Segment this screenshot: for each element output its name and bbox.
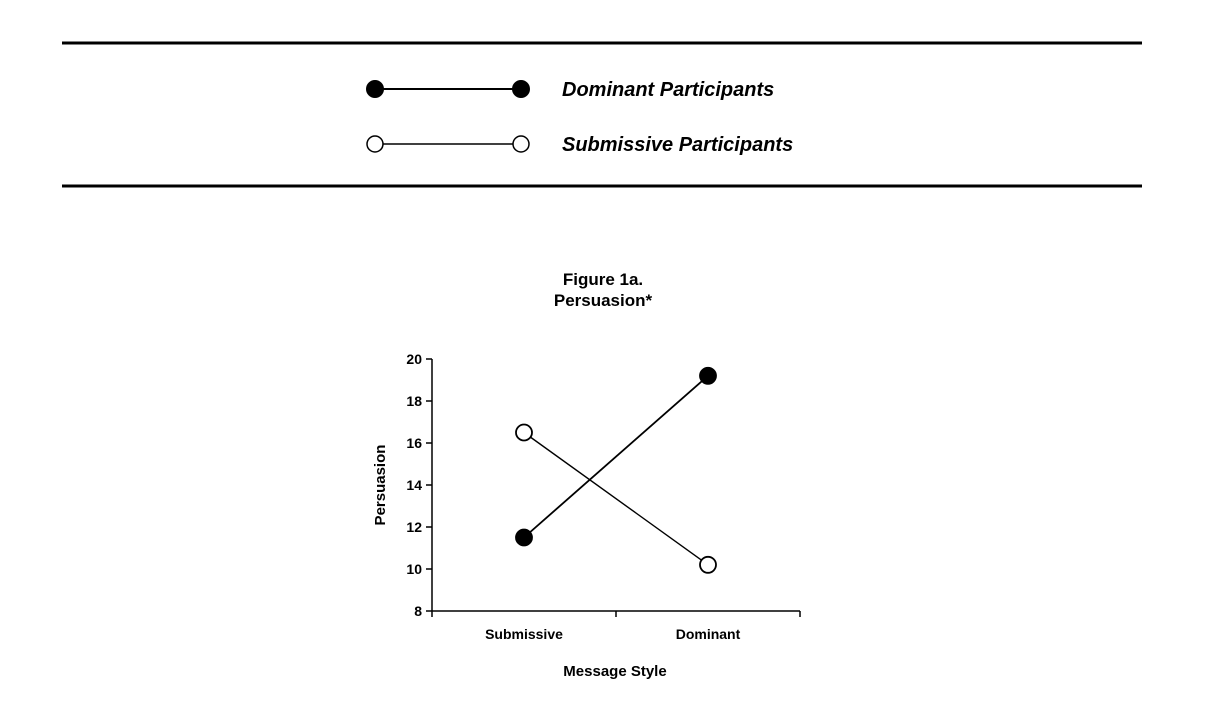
data-point-filled (515, 528, 533, 547)
x-tick-label: Submissive (485, 626, 563, 642)
y-tick-label: 20 (406, 351, 422, 367)
y-axis-label: Persuasion (372, 445, 389, 526)
open-circle-marker-icon (512, 135, 530, 153)
axes: 8 10 12 14 16 18 20 Submissive Dominant (406, 351, 801, 642)
x-tick-label: Dominant (676, 626, 741, 642)
y-tick-label: 18 (406, 393, 422, 409)
chart-subtitle: Persuasion* (554, 291, 653, 310)
open-circle-marker-icon (366, 135, 384, 153)
legend-item-dominant-participants: Dominant Participants (366, 79, 774, 101)
data-series (515, 366, 717, 574)
filled-circle-marker-icon (366, 80, 384, 98)
y-tick-label: 12 (406, 519, 422, 535)
y-tick-label: 14 (406, 477, 422, 493)
filled-circle-marker-icon (512, 80, 530, 98)
y-tick-label: 10 (406, 561, 422, 577)
data-point-open (699, 555, 717, 574)
data-point-open (515, 423, 533, 442)
y-tick-label: 8 (414, 603, 422, 619)
series-line (523, 431, 709, 566)
legend-label: Dominant Participants (562, 79, 774, 101)
x-axis-label: Message Style (563, 663, 666, 680)
legend-label: Submissive Participants (562, 134, 793, 156)
legend-item-submissive-participants: Submissive Participants (366, 134, 793, 156)
series-line (523, 375, 709, 539)
data-point-filled (699, 366, 717, 385)
y-tick-label: 16 (406, 435, 422, 451)
chart-title: Figure 1a. (563, 270, 643, 289)
